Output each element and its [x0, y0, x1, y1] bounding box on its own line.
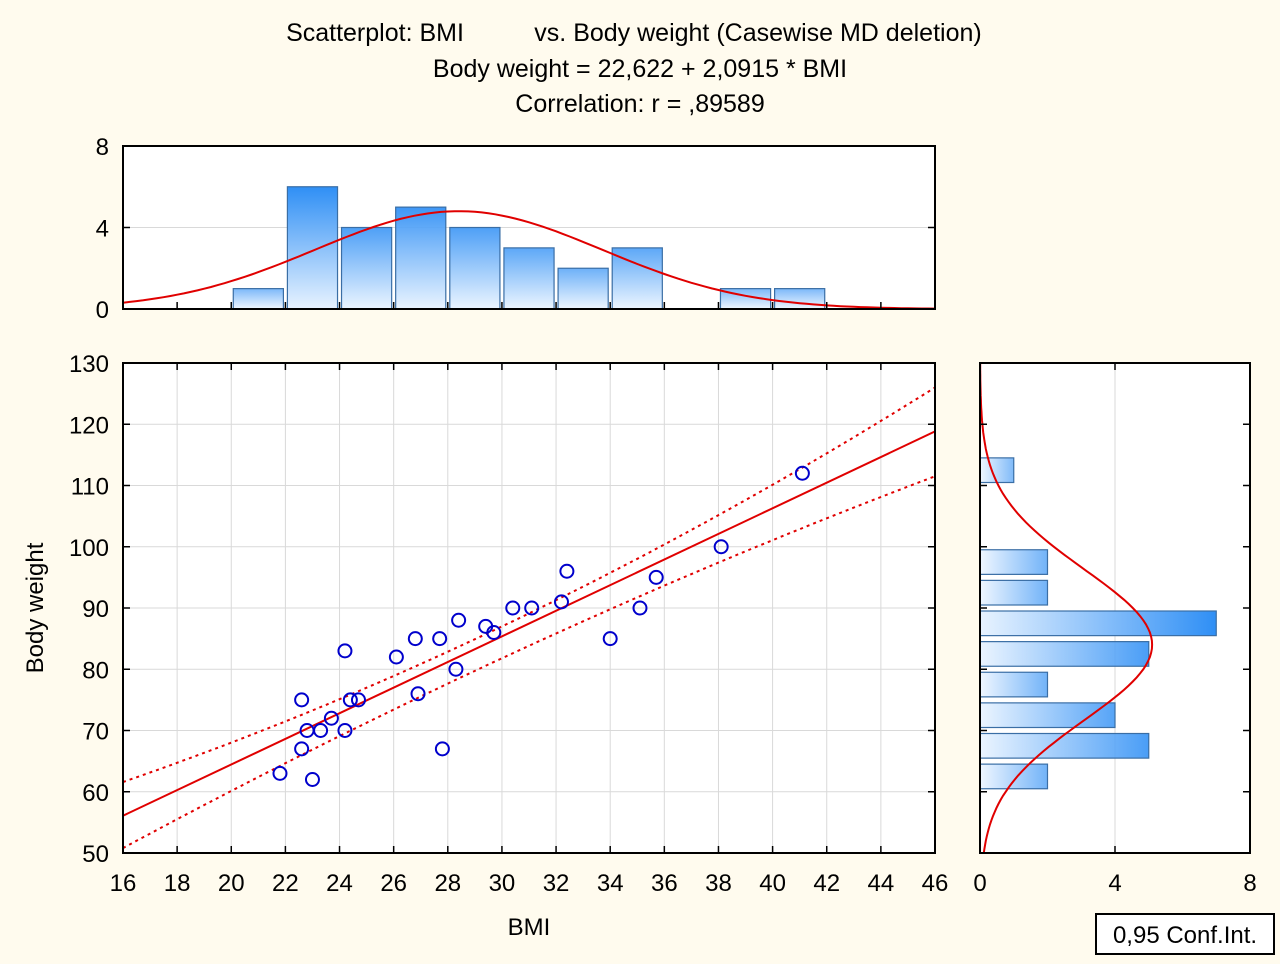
conf-int-legend-label: 0,95 Conf.Int. — [1113, 922, 1257, 949]
y-tick-label: 130 — [69, 351, 109, 378]
weight-hist-bar — [979, 579, 1049, 606]
scatter-point — [434, 741, 450, 757]
scatter-point — [559, 563, 575, 579]
weight-histogram-panel: 0 4 8 — [973, 362, 1257, 897]
bmi-hist-bar — [340, 226, 393, 310]
regression-line — [123, 430, 935, 817]
scatter-point — [304, 772, 320, 787]
scatter-point — [794, 465, 810, 481]
right-hist-tick-label: 0 — [973, 870, 986, 897]
scatter-point — [602, 631, 618, 647]
chart-title-line1-left: Scatterplot: BMI — [286, 19, 464, 47]
x-tick-label: 28 — [434, 870, 461, 897]
y-tick-label: 100 — [69, 535, 109, 562]
x-tick-label: 30 — [489, 870, 516, 897]
chart-title-line2: Body weight = 22,622 + 2,0915 * BMI — [433, 55, 847, 83]
weight-hist-bar — [979, 671, 1049, 698]
x-axis-title: BMI — [508, 914, 551, 941]
right-hist-tick-label: 8 — [1243, 870, 1256, 897]
x-tick-label: 42 — [813, 870, 840, 897]
y-axis-title: Body weight — [22, 542, 49, 673]
x-tick-label: 16 — [110, 870, 137, 897]
right-hist-tick-label: 4 — [1108, 870, 1121, 897]
y-tick-label: 110 — [71, 474, 109, 501]
weight-hist-bar — [979, 641, 1150, 667]
x-tick-label: 32 — [543, 870, 570, 897]
bmi-hist-bar — [503, 247, 555, 310]
scatter-point — [432, 631, 448, 647]
weight-normal-curve — [979, 363, 1154, 854]
bmi-hist-bar — [773, 288, 826, 310]
scatter-point — [294, 692, 310, 708]
y-tick-label: 50 — [82, 841, 109, 868]
scatter-plot-panel: 16 18 20 22 24 26 28 30 32 34 36 38 40 42 44 46 50 60 70 80… — [69, 351, 948, 897]
scatter-point — [350, 692, 366, 708]
weight-hist-bar — [979, 457, 1015, 484]
y-tick-label: 60 — [82, 780, 109, 807]
weight-hist-bar — [979, 732, 1150, 759]
scatter-point — [486, 625, 502, 640]
bmi-normal-curve — [122, 210, 936, 310]
top-hist-tick-label: 0 — [96, 297, 109, 324]
x-tick-label: 36 — [651, 870, 678, 897]
x-tick-label: 44 — [868, 870, 895, 897]
weight-hist-bar — [979, 763, 1049, 790]
bmi-hist-bar — [449, 226, 501, 310]
scatter-point — [313, 723, 329, 738]
x-tick-label: 22 — [272, 870, 299, 897]
x-tick-label: 18 — [164, 870, 191, 897]
scatter-point — [648, 569, 664, 585]
scatter-point — [524, 600, 540, 616]
conf-int-legend-box — [1095, 913, 1275, 955]
top-hist-tick-label: 8 — [96, 134, 109, 161]
scatter-point — [272, 765, 288, 781]
scatter-point — [632, 600, 648, 616]
bmi-hist-bar — [557, 267, 609, 310]
scatter-point — [407, 631, 423, 647]
y-tick-label: 90 — [82, 596, 109, 623]
x-tick-label: 46 — [922, 870, 949, 897]
scatter-point — [337, 723, 353, 738]
x-tick-label: 38 — [705, 870, 732, 897]
scatter-point — [451, 612, 467, 628]
x-tick-label: 20 — [218, 870, 245, 897]
scatter-point — [388, 649, 404, 665]
chart-title-line1-right: vs. Body weight (Casewise MD deletion) — [534, 19, 981, 47]
scatter-point — [342, 692, 358, 708]
scatter-point — [505, 600, 521, 616]
scatter-point — [410, 686, 426, 702]
x-tick-label: 40 — [759, 870, 786, 897]
weight-hist-bar — [979, 610, 1217, 637]
y-tick-label: 70 — [82, 719, 109, 746]
bmi-hist-bar — [286, 186, 339, 310]
chart-title-line3: Correlation: r = ,89589 — [515, 90, 764, 118]
weight-hist-bar — [979, 702, 1116, 729]
bmi-histogram-panel: 0 4 8 — [96, 134, 936, 324]
conf-int-legend: 0,95 Conf.Int. — [1095, 913, 1275, 955]
x-tick-label: 24 — [326, 870, 353, 897]
x-tick-label: 34 — [597, 870, 624, 897]
scatter-point — [553, 594, 569, 610]
bmi-hist-bar — [395, 206, 447, 310]
top-hist-tick-label: 4 — [96, 216, 109, 243]
bmi-hist-bar — [232, 288, 284, 310]
scatter-point — [448, 661, 464, 677]
scatter-point — [713, 539, 729, 555]
x-tick-label: 26 — [380, 870, 407, 897]
scatter-point — [294, 741, 310, 757]
weight-hist-bar — [979, 549, 1049, 575]
y-tick-label: 120 — [69, 412, 109, 439]
scatter-point — [337, 643, 353, 659]
scatter-point — [323, 710, 339, 726]
y-tick-label: 80 — [82, 657, 109, 684]
fit-lines-group — [123, 386, 935, 849]
